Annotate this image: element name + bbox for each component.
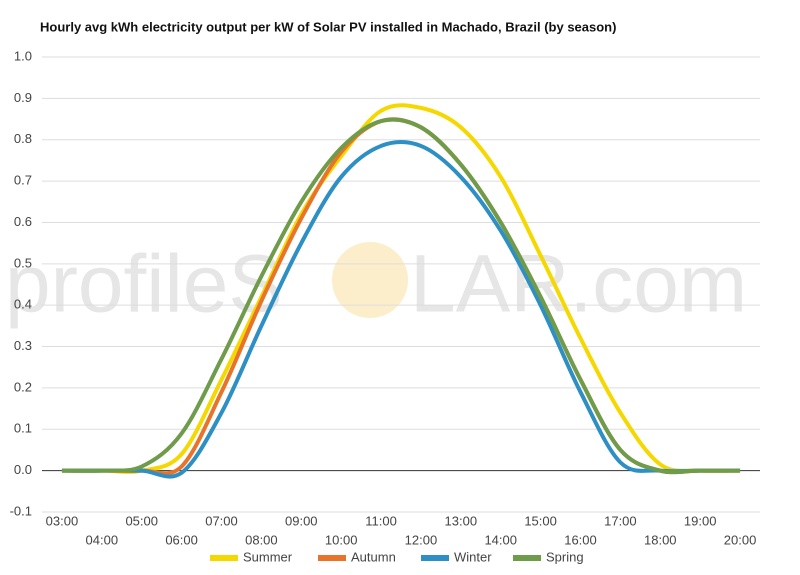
watermark: profileS LAR.com <box>5 239 747 330</box>
x-tick-label: 06:00 <box>165 532 198 547</box>
x-tick-label: 09:00 <box>285 513 318 528</box>
y-tick-label: 0.3 <box>14 338 32 353</box>
chart-title: Hourly avg kWh electricity output per kW… <box>40 19 616 34</box>
x-tick-label: 11:00 <box>365 513 397 528</box>
legend-label: Autumn <box>351 549 396 564</box>
x-tick-label: 15:00 <box>524 513 557 528</box>
x-tick-label: 16:00 <box>564 532 597 547</box>
legend-swatch <box>421 555 449 561</box>
watermark-right: LAR.com <box>410 239 747 330</box>
y-tick-label: 0.1 <box>14 421 32 436</box>
legend-label: Spring <box>546 549 584 564</box>
x-tick-label: 12:00 <box>405 532 438 547</box>
y-tick-label: -0.1 <box>10 503 32 518</box>
y-tick-label: 1.0 <box>14 48 32 63</box>
legend-swatch <box>210 555 238 561</box>
x-tick-label: 13:00 <box>445 513 478 528</box>
x-tick-label: 19:00 <box>684 513 717 528</box>
x-tick-label: 10:00 <box>325 532 358 547</box>
grid <box>42 56 760 513</box>
x-tick-label: 17:00 <box>604 513 637 528</box>
x-tick-label: 04:00 <box>86 532 119 547</box>
series-line <box>61 103 741 474</box>
x-tick-label: 03:00 <box>46 513 79 528</box>
legend-swatch <box>513 555 541 561</box>
y-tick-label: 0.0 <box>14 462 32 477</box>
x-tick-label: 08:00 <box>245 532 278 547</box>
y-tick-label: 0.7 <box>14 173 32 188</box>
y-tick-label: 0.6 <box>14 214 32 229</box>
x-tick-label: 20:00 <box>724 532 757 547</box>
x-tick-label: 18:00 <box>644 532 677 547</box>
legend-swatch <box>318 555 346 561</box>
x-tick-label: 07:00 <box>205 513 238 528</box>
y-tick-label: 0.4 <box>14 297 32 312</box>
x-tick-label: 14:00 <box>484 532 517 547</box>
y-tick-label: 0.8 <box>14 131 32 146</box>
watermark-sun <box>332 242 408 318</box>
series-line <box>61 140 741 479</box>
y-tick-label: 0.2 <box>14 379 32 394</box>
y-tick-label: 0.9 <box>14 90 32 105</box>
watermark-left: profileS <box>5 239 283 330</box>
y-tick-label: 0.5 <box>14 255 32 270</box>
x-tick-label: 05:00 <box>125 513 158 528</box>
legend-label: Winter <box>454 549 492 564</box>
series-line <box>61 117 741 475</box>
legend-label: Summer <box>243 549 293 564</box>
